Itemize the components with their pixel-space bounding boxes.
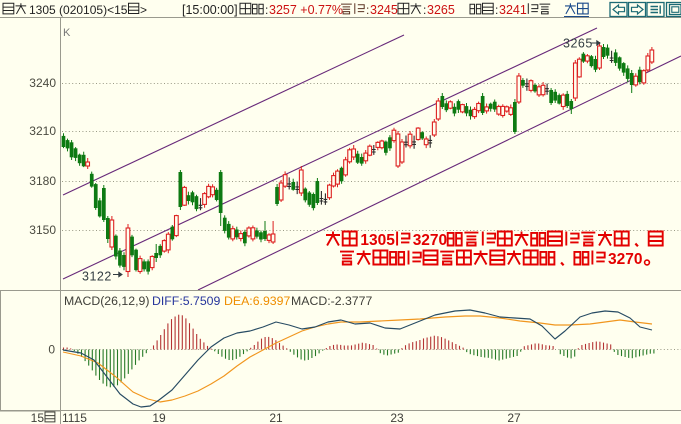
- svg-text:K: K: [63, 27, 71, 39]
- svg-text:3180: 3180: [29, 174, 56, 188]
- svg-text:3270: 3270: [413, 232, 447, 249]
- svg-text:19: 19: [152, 411, 166, 424]
- svg-text:3122: 3122: [82, 270, 112, 284]
- svg-text:3245: 3245: [370, 3, 398, 17]
- svg-text:0: 0: [48, 343, 55, 357]
- svg-text:>: >: [140, 3, 147, 17]
- svg-text:1305 (020105)<15: 1305 (020105)<15: [29, 3, 128, 17]
- svg-text:3240: 3240: [29, 76, 56, 90]
- svg-text:1115: 1115: [62, 411, 87, 424]
- svg-text::: :: [423, 3, 426, 17]
- svg-text:21: 21: [269, 411, 283, 424]
- svg-text:1305: 1305: [360, 232, 395, 249]
- svg-text:3241: 3241: [499, 3, 527, 17]
- svg-text:3270: 3270: [608, 251, 642, 268]
- svg-text:27: 27: [507, 411, 521, 424]
- svg-text:23: 23: [390, 411, 404, 424]
- svg-text:DEA:6.9397: DEA:6.9397: [224, 294, 290, 308]
- svg-text:[15:00:00]: [15:00:00]: [182, 3, 238, 17]
- svg-text:3265: 3265: [427, 3, 455, 17]
- svg-text:MACD:-2.3777: MACD:-2.3777: [291, 294, 372, 308]
- svg-text::: :: [366, 3, 369, 17]
- svg-text:3265: 3265: [563, 37, 593, 51]
- svg-text:15: 15: [31, 411, 45, 424]
- svg-text:3150: 3150: [29, 223, 56, 237]
- svg-text::: :: [495, 3, 498, 17]
- svg-text:MACD(26,12,9): MACD(26,12,9): [64, 294, 149, 308]
- svg-text:3210: 3210: [29, 124, 56, 138]
- svg-text::: :: [265, 3, 268, 17]
- svg-text:DIFF:5.7509: DIFF:5.7509: [152, 294, 221, 308]
- svg-text:3257 +0.77%: 3257 +0.77%: [269, 3, 343, 17]
